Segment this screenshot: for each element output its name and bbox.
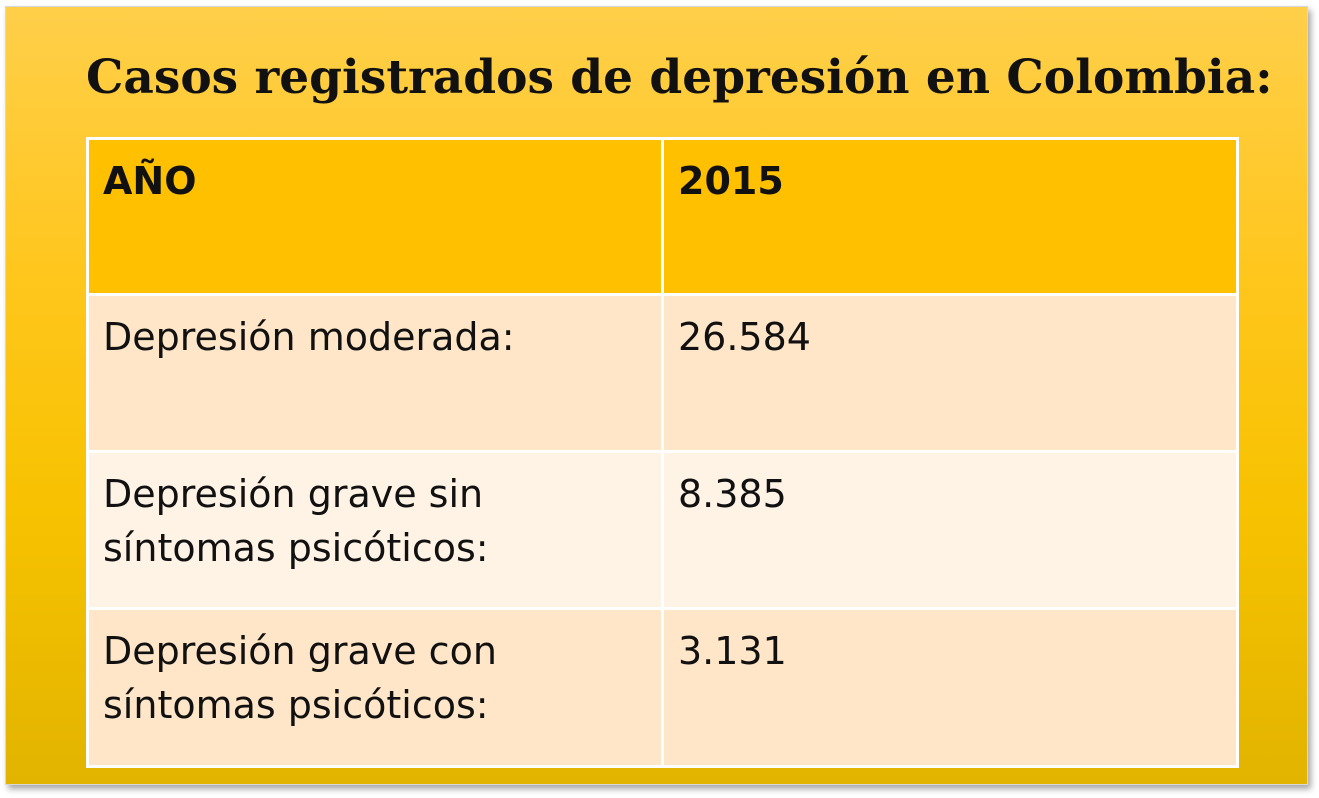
row-label-cell: Depresión grave sin síntomas psicóticos: xyxy=(86,450,664,610)
table-header-row: AÑO 2015 xyxy=(86,137,1239,296)
depression-cases-table: AÑO 2015 Depresión moderada: 26.584 Depr… xyxy=(86,137,1239,768)
header-2015-cell: 2015 xyxy=(661,137,1239,296)
table-row: Depresión grave sin síntomas psicóticos:… xyxy=(86,450,1239,610)
row-label-cell: Depresión grave con síntomas psicóticos: xyxy=(86,607,664,768)
row-value-cell: 3.131 xyxy=(661,607,1239,768)
row-value-cell: 26.584 xyxy=(661,293,1239,453)
slide-background: Casos registrados de depresión en Colomb… xyxy=(5,6,1308,785)
page-title: Casos registrados de depresión en Colomb… xyxy=(86,50,1273,105)
row-value-cell: 8.385 xyxy=(661,450,1239,610)
row-label-cell: Depresión moderada: xyxy=(86,293,664,453)
table-row: Depresión moderada: 26.584 xyxy=(86,293,1239,453)
header-year-cell: AÑO xyxy=(86,137,664,296)
table-row: Depresión grave con síntomas psicóticos:… xyxy=(86,607,1239,768)
